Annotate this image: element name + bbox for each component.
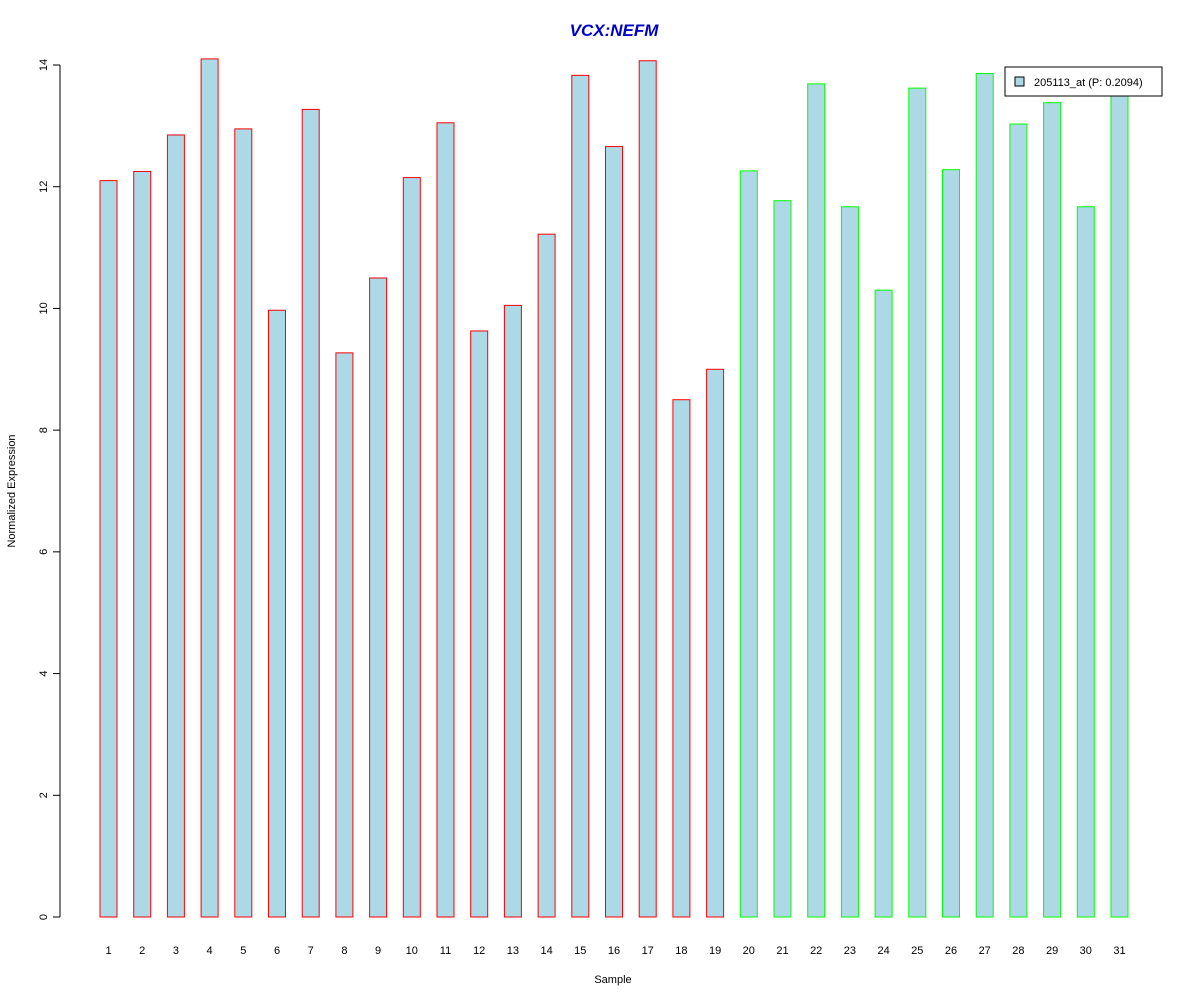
bar-sample-30 <box>1076 206 1095 918</box>
bar-sample-8 <box>335 352 354 918</box>
x-tick-label: 12 <box>473 945 485 957</box>
y-tick-label: 10 <box>38 302 50 314</box>
bar-sample-27 <box>975 73 994 918</box>
x-tick-label: 20 <box>743 945 755 957</box>
x-tick-label: 18 <box>675 945 687 957</box>
bar-sample-22 <box>807 83 826 918</box>
x-tick-label: 15 <box>574 945 586 957</box>
x-tick-label: 2 <box>139 945 145 957</box>
bar-sample-24 <box>874 289 893 918</box>
x-tick-label: 23 <box>844 945 856 957</box>
bar-sample-25 <box>908 87 927 918</box>
bar-sample-2 <box>133 171 152 918</box>
bar-sample-9 <box>369 277 388 918</box>
bar-sample-29 <box>1043 102 1062 918</box>
bar-sample-10 <box>402 177 421 918</box>
bar-sample-3 <box>166 134 185 918</box>
bar-sample-28 <box>1009 123 1028 918</box>
bar-sample-16 <box>605 146 623 918</box>
x-tick-label: 3 <box>173 945 179 957</box>
y-tick-label: 14 <box>38 59 50 71</box>
bar-sample-20 <box>739 170 758 918</box>
x-tick-label: 14 <box>540 945 552 957</box>
legend-label: 205113_at (P: 0.2094) <box>1034 77 1143 89</box>
bar-sample-15 <box>571 74 590 918</box>
x-tick-label: 24 <box>877 945 889 957</box>
bar-sample-17 <box>638 60 657 918</box>
x-tick-label: 21 <box>776 945 788 957</box>
bar-sample-12 <box>470 330 489 918</box>
y-tick-label: 2 <box>38 792 50 798</box>
legend-box <box>1004 66 1163 97</box>
bar-sample-6 <box>268 309 286 918</box>
x-tick-label: 17 <box>642 945 654 957</box>
x-tick-label: 9 <box>375 945 381 957</box>
x-tick-label: 13 <box>507 945 519 957</box>
bar-sample-18 <box>672 399 691 918</box>
x-tick-label: 16 <box>608 945 620 957</box>
x-tick-label: 19 <box>709 945 721 957</box>
y-tick-label: 8 <box>38 427 50 433</box>
bar-sample-26 <box>942 169 960 918</box>
bar-sample-5 <box>234 128 253 918</box>
legend-swatch <box>1014 76 1025 87</box>
bar-sample-21 <box>773 200 792 918</box>
x-tick-label: 5 <box>240 945 246 957</box>
x-tick-label: 27 <box>979 945 991 957</box>
bar-sample-19 <box>706 368 725 918</box>
bar-sample-4 <box>200 58 219 918</box>
x-axis-label: Sample <box>594 974 631 986</box>
x-tick-label: 11 <box>440 945 451 957</box>
bar-sample-1 <box>99 180 118 918</box>
bar-sample-31 <box>1110 94 1129 918</box>
y-tick-label: 4 <box>38 671 50 677</box>
x-tick-label: 31 <box>1113 945 1125 957</box>
x-tick-label: 30 <box>1080 945 1092 957</box>
x-tick-labels: 1 2 3 4 5 6 7 8 9 10 11 12 13 14 15 16 17 18 19 20 21 22 23 24 2… <box>105 945 1125 957</box>
bar-sample-23 <box>840 206 859 918</box>
y-axis: 0 2 4 6 8 10 12 14 <box>38 59 61 920</box>
x-tick-label: 7 <box>308 945 314 957</box>
y-axis-label: Normalized Expression <box>6 434 18 547</box>
bar-sample-7 <box>301 108 320 918</box>
y-tick-label: 0 <box>38 914 50 920</box>
x-tick-label: 8 <box>341 945 347 957</box>
x-tick-label: 25 <box>911 945 923 957</box>
x-tick-label: 26 <box>945 945 957 957</box>
y-tick-label: 6 <box>38 549 50 555</box>
x-tick-label: 1 <box>105 945 111 957</box>
bars <box>99 58 1129 918</box>
x-tick-label: 6 <box>274 945 280 957</box>
y-tick-label: 12 <box>38 181 50 193</box>
x-tick-label: 22 <box>810 945 822 957</box>
x-tick-label: 28 <box>1012 945 1024 957</box>
chart-title: VCX:NEFM <box>570 21 660 40</box>
x-tick-label: 4 <box>207 945 213 957</box>
x-tick-label: 10 <box>406 945 418 957</box>
bar-sample-13 <box>503 304 522 918</box>
x-tick-label: 29 <box>1046 945 1058 957</box>
bar-sample-11 <box>436 122 455 918</box>
legend: 205113_at (P: 0.2094) <box>1004 66 1163 97</box>
bar-sample-14 <box>537 233 556 918</box>
